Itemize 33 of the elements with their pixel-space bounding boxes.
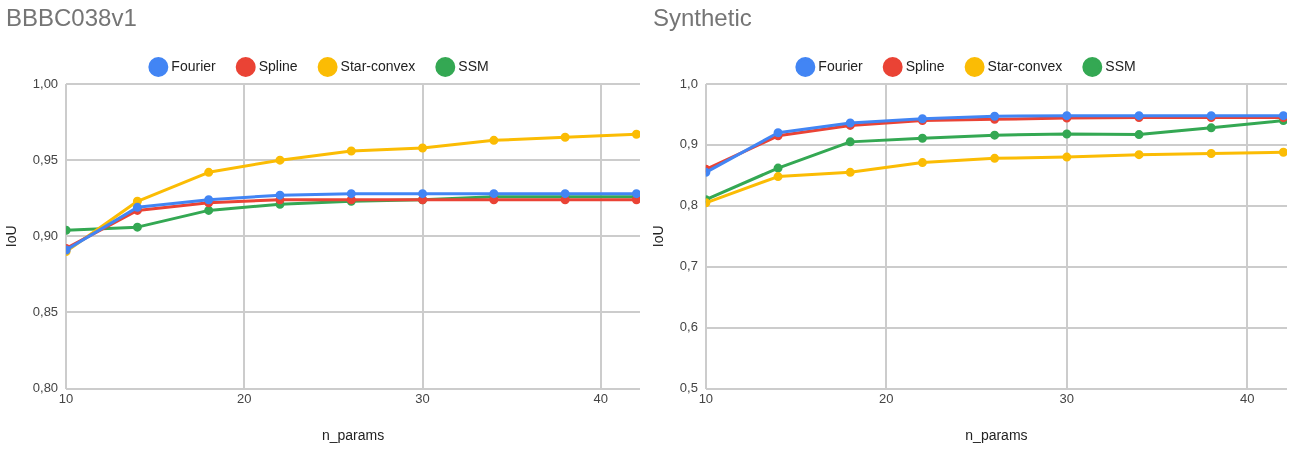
legend-label: Star-convex (987, 57, 1063, 74)
legend-label: Star-convex (340, 57, 416, 74)
y-tick-label: 0,95 (32, 151, 59, 167)
x-axis-title: n_params (321, 427, 385, 444)
x-tick-label: 40 (1240, 390, 1255, 406)
y-tick-label: 0,8 (679, 197, 698, 213)
x-tick-label: 10 (698, 390, 714, 406)
y-tick-label: 0,9 (679, 136, 698, 152)
x-tick-label: 20 (237, 390, 252, 406)
x-tick-label: 40 (593, 390, 609, 406)
x-axis-title: n_params (965, 427, 1028, 444)
x-tick-label: 10 (58, 390, 74, 406)
x-tick-label: 20 (879, 390, 894, 406)
y-tick-label: 0,5 (679, 380, 698, 396)
y-tick-label: 0,7 (679, 258, 698, 274)
x-tick-label: 30 (1059, 390, 1075, 406)
y-axis-title: IoU (650, 225, 667, 248)
legend-label: Spline (905, 57, 945, 74)
y-tick-label: 0,80 (32, 380, 59, 396)
legend-label: SSM (1105, 57, 1136, 74)
legend-label: SSM (458, 57, 489, 74)
y-axis-title: IoU (3, 225, 20, 248)
legend-label: Fourier (171, 57, 217, 74)
y-tick-label: 1,0 (679, 75, 698, 91)
legend-label: Spline (258, 57, 298, 74)
y-tick-label: 1,00 (32, 75, 59, 91)
y-tick-label: 0,85 (32, 304, 59, 320)
chart-title: BBBC038v1 (6, 4, 137, 32)
chart-title: Synthetic (653, 4, 752, 32)
legend-label: Fourier (818, 57, 864, 74)
y-tick-label: 0,6 (679, 319, 698, 335)
y-tick-label: 0,90 (32, 227, 59, 243)
x-tick-label: 30 (415, 390, 430, 406)
